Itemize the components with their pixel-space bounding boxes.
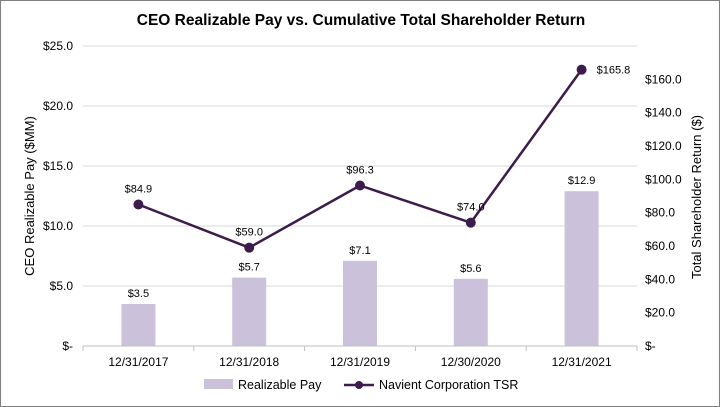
tsr-data-label: $165.8 bbox=[597, 65, 631, 77]
y-left-tick-label: $- bbox=[62, 339, 73, 353]
y-right-tick-label: $100.0 bbox=[645, 172, 682, 186]
tsr-point bbox=[576, 64, 587, 75]
bar-data-label: $7.1 bbox=[349, 245, 370, 257]
y-left-tick-label: $10.0 bbox=[43, 219, 73, 233]
y-right-tick-label: $80.0 bbox=[645, 206, 675, 220]
legend-label-tsr: Navient Corporation TSR bbox=[379, 378, 518, 392]
y-right-tick-label: $20.0 bbox=[645, 306, 675, 320]
y-right-tick-label: $120.0 bbox=[645, 139, 682, 153]
x-tick-label: 12/30/2020 bbox=[441, 355, 501, 369]
bar-data-label: $5.6 bbox=[460, 263, 481, 275]
tsr-data-label: $59.0 bbox=[235, 227, 263, 239]
bar-realizable-pay bbox=[564, 191, 599, 346]
y-left-tick-label: $15.0 bbox=[43, 159, 73, 173]
x-tick-label: 12/31/2021 bbox=[552, 355, 612, 369]
y-right-tick-label: $- bbox=[645, 339, 656, 353]
bar-realizable-pay bbox=[453, 278, 488, 346]
y-axis-left-label: CEO Realizable Pay ($MM) bbox=[22, 116, 37, 276]
legend-label-realizable-pay: Realizable Pay bbox=[238, 378, 322, 392]
y-left-tick-label: $5.0 bbox=[50, 279, 74, 293]
legend-swatch-realizable-pay bbox=[204, 379, 233, 389]
tsr-point bbox=[355, 180, 365, 191]
legend: Realizable Pay Navient Corporation TSR bbox=[204, 378, 518, 392]
x-tick-label: 12/31/2017 bbox=[108, 355, 168, 369]
y-left-tick-label: $20.0 bbox=[43, 99, 73, 113]
bar-data-label: $3.5 bbox=[128, 288, 149, 300]
tsr-data-label: $84.9 bbox=[125, 184, 153, 196]
y-right-tick-label: $140.0 bbox=[645, 106, 682, 120]
bar-data-label: $12.9 bbox=[568, 175, 596, 187]
y-axis-right-label: Total Shareholder Return ($) bbox=[689, 115, 704, 279]
bar-series bbox=[121, 191, 599, 346]
y-right-tick-label: $60.0 bbox=[645, 239, 675, 253]
line-series bbox=[133, 64, 587, 253]
legend-swatch-tsr-marker bbox=[355, 381, 363, 389]
x-tick-label: 12/31/2018 bbox=[219, 355, 279, 369]
bar-realizable-pay bbox=[232, 277, 267, 346]
y-left-tick-label: $25.0 bbox=[43, 39, 73, 53]
chart-title: CEO Realizable Pay vs. Cumulative Total … bbox=[137, 12, 585, 29]
tsr-point bbox=[133, 199, 144, 210]
axes: $- $5.0 $10.0 $15.0 $20.0 $25.0 $- $20.0 $40.0 $6… bbox=[43, 39, 682, 369]
tsr-data-label: $96.3 bbox=[346, 165, 374, 177]
bar-data-label: $5.7 bbox=[238, 262, 259, 274]
x-tick-label: 12/31/2019 bbox=[330, 355, 390, 369]
y-right-tick-label: $40.0 bbox=[645, 272, 675, 286]
tsr-line bbox=[137, 68, 583, 249]
bar-realizable-pay bbox=[121, 304, 156, 346]
bar-realizable-pay bbox=[343, 260, 377, 346]
gridlines bbox=[83, 45, 637, 287]
data-labels: $3.5 $5.7 $7.1 $5.6 $12.9 $84.9 $59.0 $96.3 $74.… bbox=[125, 65, 631, 300]
tsr-data-label: $74.0 bbox=[457, 202, 485, 214]
tsr-point bbox=[465, 217, 476, 228]
y-right-tick-label: $160.0 bbox=[645, 72, 682, 86]
tsr-point bbox=[244, 242, 255, 253]
